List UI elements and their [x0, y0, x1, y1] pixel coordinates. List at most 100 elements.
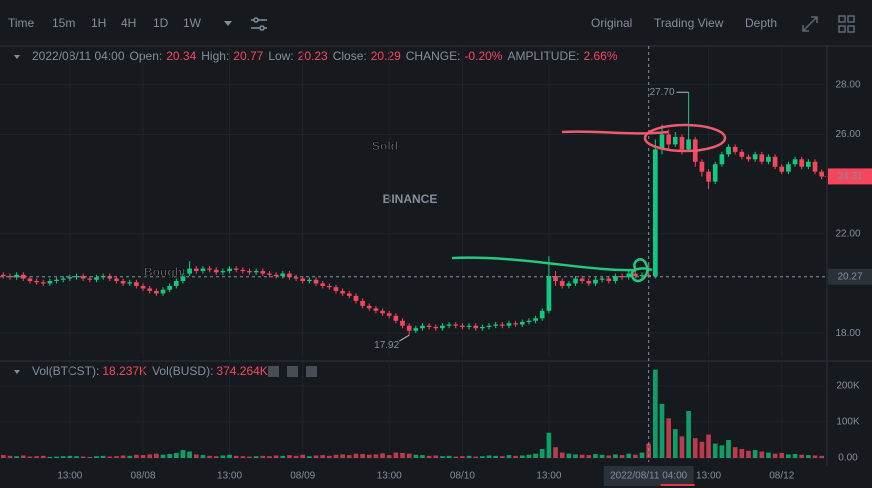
watermark: BINANCE [383, 192, 438, 206]
volume-bar [613, 454, 618, 458]
candle-body [786, 164, 791, 172]
info-value: -0.20% [464, 49, 502, 63]
volume-bar [440, 456, 445, 458]
info-time: 2022/08/11 04:00 [32, 49, 125, 63]
candle-body [812, 161, 818, 172]
interval-button[interactable]: 15m [52, 16, 75, 30]
volume-bar [619, 455, 625, 458]
candle-body [446, 324, 452, 326]
collapse-icon[interactable] [14, 55, 20, 59]
candle-body [739, 151, 745, 157]
candle-body [127, 282, 133, 284]
volume-bar [193, 454, 199, 458]
volume-bar [353, 453, 359, 458]
candle-body [619, 276, 625, 278]
candle-body [287, 273, 292, 278]
interval-button[interactable]: 1H [91, 16, 106, 30]
candle-body [679, 136, 685, 150]
candle-body [167, 285, 172, 290]
volume-bar [746, 450, 751, 458]
expand-icon[interactable] [802, 16, 818, 32]
volume-bar [247, 456, 252, 458]
candle-body [154, 290, 159, 294]
volume-tools[interactable] [268, 366, 317, 377]
candle-body [639, 275, 645, 277]
volume-bar [320, 455, 326, 458]
candle-body [47, 281, 53, 284]
volume-bar [413, 454, 419, 458]
volume-bar [47, 456, 53, 458]
x-tick-label: 08/10 [450, 471, 475, 482]
volume-bar [120, 455, 126, 458]
x-tick-label: 08/12 [769, 471, 794, 482]
candle-body [20, 274, 26, 279]
volume-bar [559, 452, 565, 458]
settings-icon[interactable] [251, 17, 267, 31]
volume-bar [173, 452, 179, 458]
candle-body [114, 278, 119, 281]
sold-circle [643, 123, 727, 153]
interval-button[interactable]: Time [8, 16, 35, 30]
chart: BINANCE 13:00 08/08 13:00 08/09 13:00 08/10 13:… [0, 46, 872, 486]
info-label: Open: [130, 49, 163, 63]
view-button[interactable]: Trading View [654, 16, 724, 30]
candle-body [247, 271, 252, 273]
volume-bar [499, 456, 505, 458]
volume-bar [486, 455, 492, 458]
volume-bar [207, 455, 212, 458]
candle-body [460, 325, 465, 327]
interval-button[interactable]: 4H [121, 16, 136, 30]
view-button[interactable]: Original [591, 16, 632, 30]
volume-bar [280, 455, 286, 458]
crosshair-time-label: 2022/08/11 04:00 [610, 471, 688, 482]
info-label: High: [201, 49, 229, 63]
annotation: Sold [372, 139, 398, 153]
candle-body [60, 278, 66, 280]
volume-bar [27, 456, 33, 458]
candle-body [506, 323, 512, 326]
x-tick-label: 08/09 [290, 471, 315, 482]
candle-body [140, 285, 146, 289]
volume-bar [167, 454, 172, 458]
layout-icon[interactable] [838, 15, 855, 33]
candle-body [300, 278, 306, 281]
volume-bar [74, 456, 79, 458]
volume-bar [307, 456, 312, 458]
info-value: 20.29 [371, 49, 401, 63]
interval-button[interactable]: 1D [153, 16, 169, 30]
candle-body [599, 278, 605, 280]
extreme-pointer [398, 334, 410, 342]
x-tick-label: 13:00 [57, 471, 82, 482]
candle-body [267, 273, 272, 275]
dropdown-icon[interactable] [224, 21, 232, 26]
volume-bar [100, 455, 106, 458]
collapse-icon[interactable] [14, 370, 20, 374]
volume-bar [260, 455, 266, 458]
volume-bar [233, 455, 239, 458]
volume-bar [480, 456, 485, 458]
info-label: AMPLITUDE: [507, 49, 579, 63]
candle-body [433, 326, 439, 329]
volume-bar [287, 455, 292, 458]
ohlc-info: 2022/08/11 04:00 Open: 20.34 High: 20.77 Low:… [32, 49, 618, 63]
candle-body [320, 283, 326, 286]
volume-bar [719, 445, 725, 458]
volume-bar [7, 455, 13, 458]
candle-body [499, 324, 505, 326]
volume-bar [380, 453, 385, 458]
candle-body [27, 278, 33, 281]
crosshair-price-tag [828, 268, 872, 285]
volume-bar [539, 448, 545, 458]
candle-body [553, 276, 558, 281]
candle-body [593, 279, 598, 284]
info-value: 2.66% [583, 49, 617, 63]
candle-body [539, 310, 545, 319]
candle-body [160, 289, 166, 294]
candle-body [752, 154, 758, 160]
interval-button[interactable]: 1W [183, 16, 202, 30]
candle-body [220, 271, 226, 273]
candle-body [54, 279, 59, 281]
view-button[interactable]: Depth [745, 16, 777, 30]
candle-body [486, 325, 492, 327]
